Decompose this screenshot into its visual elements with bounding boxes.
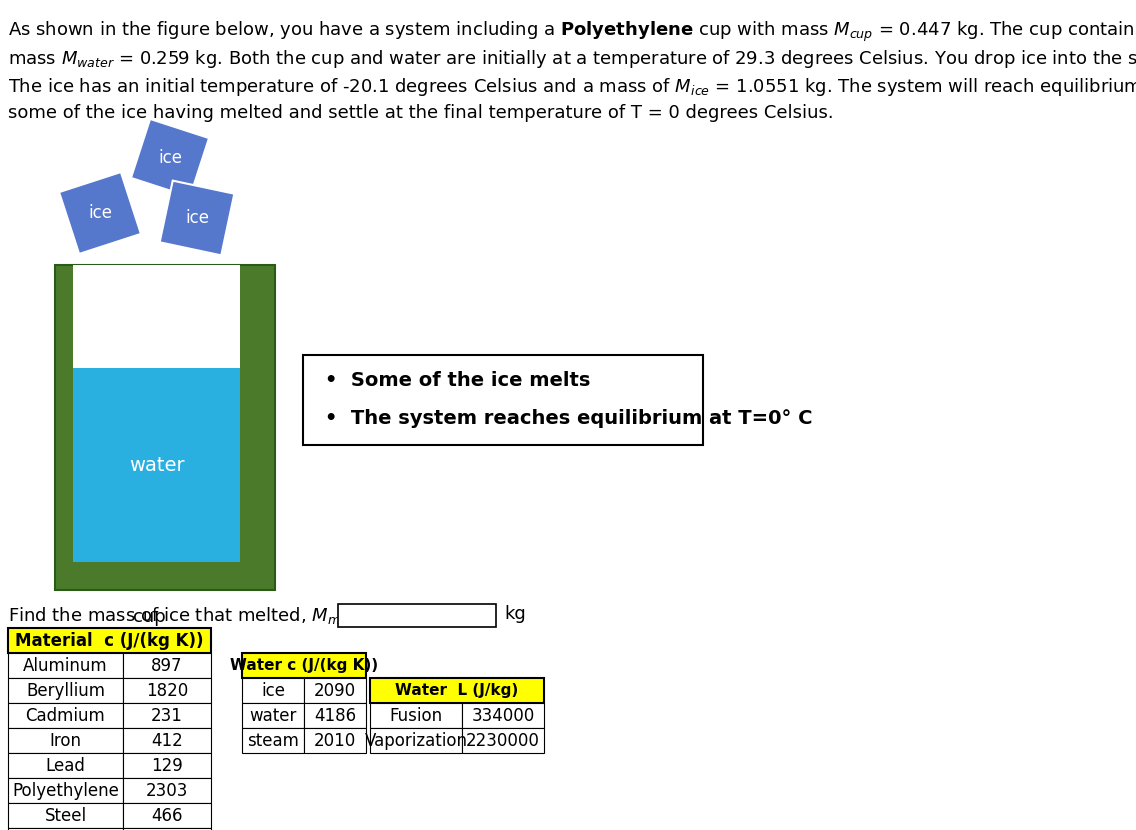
Text: Lead: Lead xyxy=(45,756,85,774)
Text: Material  c (J/(kg K)): Material c (J/(kg K)) xyxy=(15,632,203,650)
Text: ice: ice xyxy=(185,209,209,227)
Bar xyxy=(242,653,366,678)
Bar xyxy=(123,703,211,728)
Text: 2303: 2303 xyxy=(145,782,189,799)
Text: Water c (J/(kg K)): Water c (J/(kg K)) xyxy=(229,658,378,673)
Bar xyxy=(123,678,211,703)
Bar xyxy=(304,703,366,728)
Text: 2010: 2010 xyxy=(314,731,356,749)
Bar xyxy=(123,653,211,678)
Text: •  Some of the ice melts: • Some of the ice melts xyxy=(325,371,591,390)
Text: Iron: Iron xyxy=(50,731,82,749)
Text: water: water xyxy=(249,706,296,725)
Text: 897: 897 xyxy=(151,657,183,675)
Text: Vaporization: Vaporization xyxy=(365,731,468,749)
Bar xyxy=(8,828,123,830)
Bar xyxy=(123,828,211,830)
Bar xyxy=(304,728,366,753)
Text: ice: ice xyxy=(158,149,182,167)
Bar xyxy=(462,703,544,728)
Bar xyxy=(8,628,211,653)
Text: some of the ice having melted and settle at the final temperature of T = 0 degre: some of the ice having melted and settle… xyxy=(8,104,834,122)
Text: As shown in the figure below, you have a system including a $\mathbf{Polyethylen: As shown in the figure below, you have a… xyxy=(8,20,1136,44)
Text: Cadmium: Cadmium xyxy=(26,706,106,725)
Bar xyxy=(123,778,211,803)
Bar xyxy=(462,728,544,753)
Text: 129: 129 xyxy=(151,756,183,774)
Polygon shape xyxy=(160,181,234,256)
Text: Beryllium: Beryllium xyxy=(26,681,105,700)
Bar xyxy=(370,678,544,703)
Text: Fusion: Fusion xyxy=(390,706,443,725)
Bar xyxy=(123,728,211,753)
Text: The ice has an initial temperature of -20.1 degrees Celsius and a mass of $M_{ic: The ice has an initial temperature of -2… xyxy=(8,76,1136,98)
Bar xyxy=(73,265,240,368)
Text: 4186: 4186 xyxy=(314,706,356,725)
Text: kg: kg xyxy=(504,605,526,623)
Bar xyxy=(242,728,304,753)
Text: 334000: 334000 xyxy=(471,706,535,725)
Polygon shape xyxy=(59,172,141,254)
Text: 2090: 2090 xyxy=(314,681,356,700)
Bar xyxy=(123,753,211,778)
Text: Polyethylene: Polyethylene xyxy=(12,782,119,799)
Bar xyxy=(8,803,123,828)
Text: Water  L (J/kg): Water L (J/kg) xyxy=(395,683,519,698)
Bar xyxy=(55,265,275,590)
Text: water: water xyxy=(128,456,184,475)
Bar xyxy=(8,678,123,703)
Text: cup: cup xyxy=(133,608,166,626)
Text: •  The system reaches equilibrium at T=0° C: • The system reaches equilibrium at T=0°… xyxy=(325,409,812,428)
Text: 412: 412 xyxy=(151,731,183,749)
Text: 231: 231 xyxy=(151,706,183,725)
Bar xyxy=(242,678,304,703)
Text: 1820: 1820 xyxy=(145,681,189,700)
Bar xyxy=(339,604,496,627)
Polygon shape xyxy=(131,119,209,197)
Bar xyxy=(303,355,703,445)
Text: mass $M_{water}$ = 0.259 kg. Both the cup and water are initially at a temperatu: mass $M_{water}$ = 0.259 kg. Both the cu… xyxy=(8,48,1136,70)
Bar xyxy=(8,728,123,753)
Text: Aluminum: Aluminum xyxy=(23,657,108,675)
Bar xyxy=(73,368,240,562)
Bar xyxy=(304,678,366,703)
Text: 2230000: 2230000 xyxy=(466,731,540,749)
Bar xyxy=(123,803,211,828)
Text: ice: ice xyxy=(87,204,112,222)
Bar xyxy=(370,728,462,753)
Bar xyxy=(8,753,123,778)
Bar xyxy=(8,653,123,678)
Text: Steel: Steel xyxy=(44,807,86,824)
Text: 466: 466 xyxy=(151,807,183,824)
Bar xyxy=(242,703,304,728)
Bar xyxy=(370,703,462,728)
Text: ice: ice xyxy=(261,681,285,700)
Text: steam: steam xyxy=(247,731,299,749)
Bar xyxy=(8,703,123,728)
Bar xyxy=(8,778,123,803)
Text: Find the mass of ice that melted, $M_{melt}$ =: Find the mass of ice that melted, $M_{me… xyxy=(8,605,377,626)
